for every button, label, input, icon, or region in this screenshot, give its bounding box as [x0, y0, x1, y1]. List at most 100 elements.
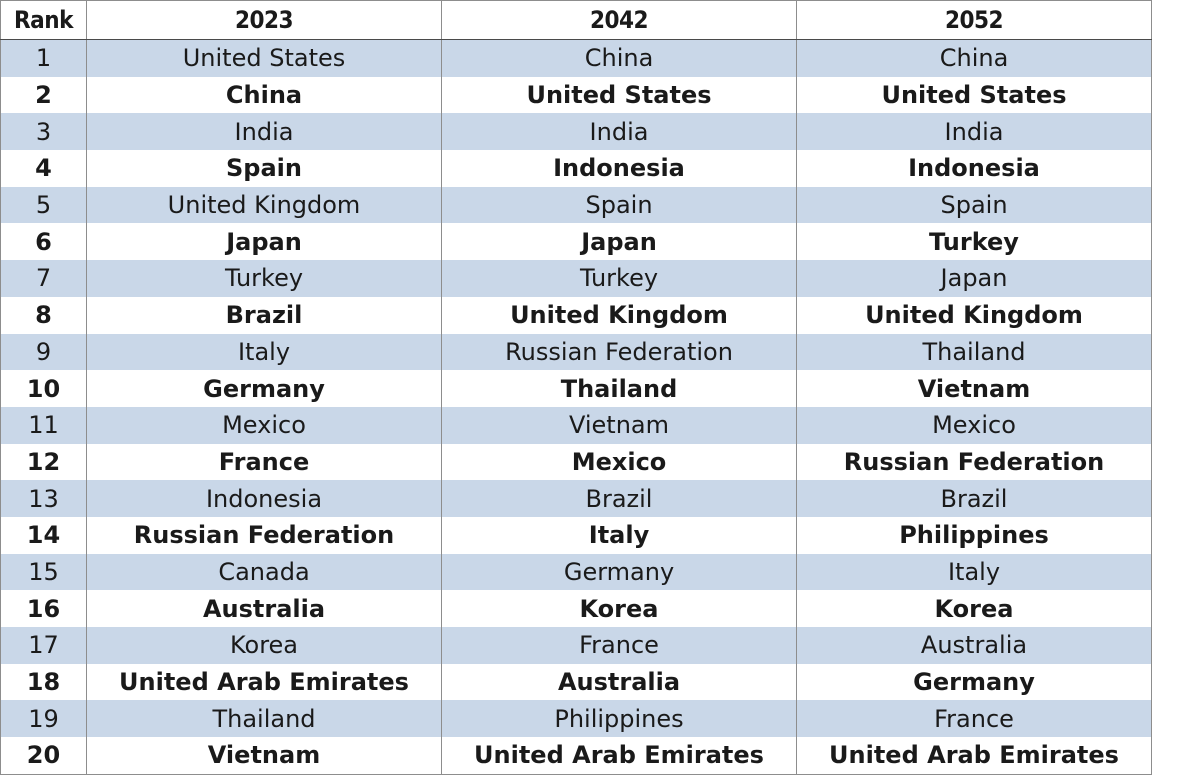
header-rank: Rank [1, 1, 87, 40]
table-row: 18 United Arab Emirates Australia Germany [1, 664, 1152, 701]
rank-cell: 1 [1, 40, 87, 77]
country-2023-cell: Brazil [87, 297, 442, 334]
country-2042-cell: Japan [442, 223, 797, 260]
country-2023-cell: Spain [87, 150, 442, 187]
country-2042-cell: Korea [442, 590, 797, 627]
country-2052-cell: Philippines [797, 517, 1152, 554]
country-2042-cell: Australia [442, 664, 797, 701]
table-row: 3 India India India [1, 113, 1152, 150]
header-row: Rank 2023 2042 2052 [1, 1, 1152, 40]
table-row: 7 Turkey Turkey Japan [1, 260, 1152, 297]
country-2042-cell: Spain [442, 187, 797, 224]
rank-cell: 6 [1, 223, 87, 260]
header-year-2042: 2042 [442, 1, 797, 40]
header-year-2052: 2052 [797, 1, 1152, 40]
country-2052-cell: Thailand [797, 334, 1152, 371]
country-2042-cell: Russian Federation [442, 334, 797, 371]
table-row: 12 France Mexico Russian Federation [1, 444, 1152, 481]
rank-cell: 10 [1, 370, 87, 407]
rank-cell: 2 [1, 77, 87, 114]
country-2052-cell: Brazil [797, 480, 1152, 517]
country-2042-cell: France [442, 627, 797, 664]
header-year-2023: 2023 [87, 1, 442, 40]
country-2023-cell: Russian Federation [87, 517, 442, 554]
country-2052-cell: Germany [797, 664, 1152, 701]
country-2023-cell: Canada [87, 554, 442, 591]
country-2023-cell: Korea [87, 627, 442, 664]
table-row: 15 Canada Germany Italy [1, 554, 1152, 591]
country-2042-cell: Mexico [442, 444, 797, 481]
table-row: 16 Australia Korea Korea [1, 590, 1152, 627]
country-2023-cell: Mexico [87, 407, 442, 444]
country-2052-cell: India [797, 113, 1152, 150]
country-2023-cell: United States [87, 40, 442, 77]
country-2023-cell: Australia [87, 590, 442, 627]
table-row: 9 Italy Russian Federation Thailand [1, 334, 1152, 371]
country-2042-cell: Turkey [442, 260, 797, 297]
country-2042-cell: Indonesia [442, 150, 797, 187]
table-header: Rank 2023 2042 2052 [1, 1, 1152, 40]
table-row: 17 Korea France Australia [1, 627, 1152, 664]
table-row: 14 Russian Federation Italy Philippines [1, 517, 1152, 554]
rank-cell: 15 [1, 554, 87, 591]
country-2052-cell: United Kingdom [797, 297, 1152, 334]
table-row: 1 United States China China [1, 40, 1152, 77]
rank-cell: 19 [1, 700, 87, 737]
table-row: 10 Germany Thailand Vietnam [1, 370, 1152, 407]
country-2023-cell: United Kingdom [87, 187, 442, 224]
rank-cell: 18 [1, 664, 87, 701]
country-2023-cell: Italy [87, 334, 442, 371]
country-2023-cell: United Arab Emirates [87, 664, 442, 701]
rank-cell: 11 [1, 407, 87, 444]
rank-cell: 9 [1, 334, 87, 371]
country-2042-cell: China [442, 40, 797, 77]
country-2042-cell: United Kingdom [442, 297, 797, 334]
table-row: 2 China United States United States [1, 77, 1152, 114]
country-2023-cell: China [87, 77, 442, 114]
country-2023-cell: India [87, 113, 442, 150]
ranking-table: Rank 2023 2042 2052 1 United States China C… [0, 0, 1152, 775]
country-2042-cell: United States [442, 77, 797, 114]
table-row: 19 Thailand Philippines France [1, 700, 1152, 737]
rank-cell: 4 [1, 150, 87, 187]
country-2052-cell: Indonesia [797, 150, 1152, 187]
country-2023-cell: Japan [87, 223, 442, 260]
country-2042-cell: India [442, 113, 797, 150]
country-2052-cell: Australia [797, 627, 1152, 664]
country-2023-cell: Vietnam [87, 737, 442, 774]
country-2052-cell: United States [797, 77, 1152, 114]
country-2052-cell: Turkey [797, 223, 1152, 260]
rank-cell: 7 [1, 260, 87, 297]
country-2042-cell: Germany [442, 554, 797, 591]
table-row: 4 Spain Indonesia Indonesia [1, 150, 1152, 187]
country-2023-cell: Thailand [87, 700, 442, 737]
rank-cell: 13 [1, 480, 87, 517]
rank-cell: 8 [1, 297, 87, 334]
country-2052-cell: Vietnam [797, 370, 1152, 407]
country-2023-cell: Germany [87, 370, 442, 407]
country-2042-cell: Italy [442, 517, 797, 554]
rank-cell: 5 [1, 187, 87, 224]
country-2052-cell: Italy [797, 554, 1152, 591]
country-2052-cell: China [797, 40, 1152, 77]
country-2052-cell: United Arab Emirates [797, 737, 1152, 774]
rank-cell: 12 [1, 444, 87, 481]
country-2042-cell: Philippines [442, 700, 797, 737]
country-2052-cell: Russian Federation [797, 444, 1152, 481]
country-2052-cell: Japan [797, 260, 1152, 297]
rank-cell: 20 [1, 737, 87, 774]
rank-cell: 16 [1, 590, 87, 627]
country-2023-cell: France [87, 444, 442, 481]
rank-cell: 17 [1, 627, 87, 664]
country-2023-cell: Indonesia [87, 480, 442, 517]
country-2052-cell: Spain [797, 187, 1152, 224]
country-2042-cell: Thailand [442, 370, 797, 407]
country-2023-cell: Turkey [87, 260, 442, 297]
country-2042-cell: Brazil [442, 480, 797, 517]
table-row: 11 Mexico Vietnam Mexico [1, 407, 1152, 444]
table-row: 13 Indonesia Brazil Brazil [1, 480, 1152, 517]
table-row: 5 United Kingdom Spain Spain [1, 187, 1152, 224]
rank-cell: 3 [1, 113, 87, 150]
table-body: 1 United States China China 2 China United Sta… [1, 40, 1152, 775]
table-row: 8 Brazil United Kingdom United Kingdom [1, 297, 1152, 334]
